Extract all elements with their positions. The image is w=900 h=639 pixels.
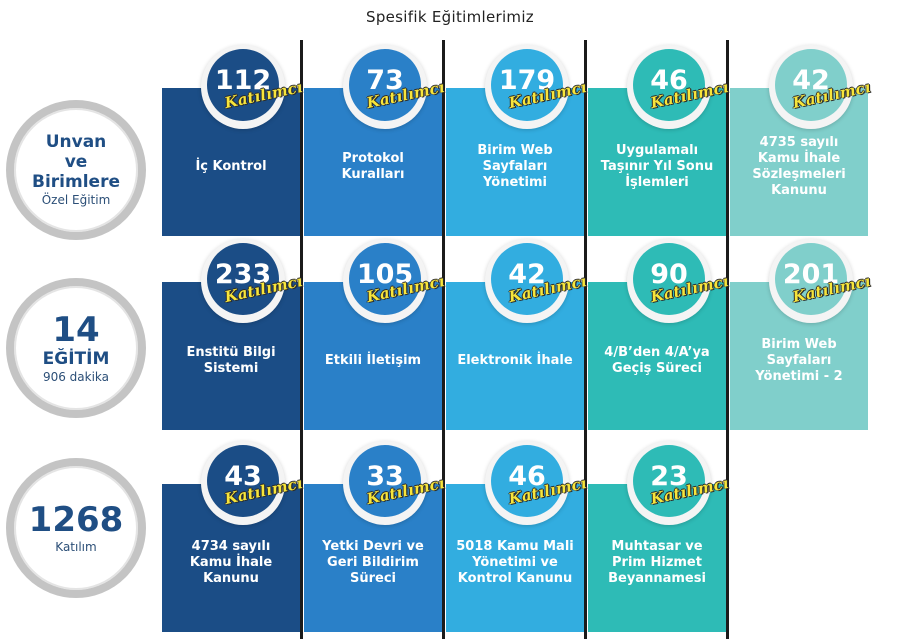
training-title: 5018 Kamu Mali Yönetimi ve Kontrol Kanun…: [456, 539, 574, 586]
participant-count: 73: [366, 64, 404, 96]
training-title: Elektronik İhale: [457, 353, 573, 368]
training-title: Yetki Devri ve Geri Bildirim Süreci: [322, 539, 424, 586]
summary-line: 14: [52, 310, 100, 350]
training-title: 4735 sayılı Kamu İhale Sözleşmeleri Kanu…: [752, 135, 846, 198]
participant-count: 46: [508, 460, 546, 492]
training-title: Etkili İletişim: [324, 353, 422, 368]
participant-count-badge: 46: [627, 45, 711, 129]
participant-count: 233: [214, 258, 272, 290]
summary-circle: 1268 Katılım: [6, 458, 146, 598]
participant-count: 179: [498, 64, 556, 96]
summary-subtitle: Özel Eğitim: [41, 193, 111, 207]
summary-subtitle: 906 dakika: [42, 370, 110, 384]
count-circle: 42: [491, 243, 563, 315]
participant-count-badge: 43: [201, 441, 285, 525]
training-title: Birim Web Sayfaları Yönetimi - 2: [755, 337, 843, 384]
training-title: Uygulamalı Taşınır Yıl Sonu İşlemleri: [600, 143, 714, 190]
count-circle: 90: [633, 243, 705, 315]
summary-line: EĞİTİM: [42, 349, 110, 369]
participant-count-badge: 201: [769, 239, 853, 323]
participant-count: 42: [792, 64, 830, 96]
participant-count-badge: 33: [343, 441, 427, 525]
training-title: İç Kontrol: [195, 159, 267, 174]
training-title: Birim Web Sayfaları Yönetimi: [477, 143, 553, 190]
training-title: Muhtasar ve Prim Hizmet Beyannamesi: [608, 539, 706, 586]
participant-count: 90: [650, 258, 688, 290]
participant-count-badge: 112: [201, 45, 285, 129]
participant-count: 33: [366, 460, 404, 492]
count-circle: 233: [207, 243, 279, 315]
summary-line: 1268: [28, 500, 124, 540]
column-divider: [726, 40, 729, 639]
summary-line: Birimlere: [32, 172, 120, 192]
participant-count: 42: [508, 258, 546, 290]
column-divider: [300, 40, 303, 639]
count-circle: 43: [207, 445, 279, 517]
participant-count: 43: [224, 460, 262, 492]
participant-count-badge: 179: [485, 45, 569, 129]
column-divider: [584, 40, 587, 639]
participant-count: 23: [650, 460, 688, 492]
participant-count-badge: 233: [201, 239, 285, 323]
count-circle: 33: [349, 445, 421, 517]
training-title: Enstitü Bilgi Sistemi: [186, 345, 276, 376]
summary-subtitle: Katılım: [55, 540, 97, 554]
participant-count: 201: [782, 258, 840, 290]
count-circle: 201: [775, 243, 847, 315]
summary-circle: 14 EĞİTİM 906 dakika: [6, 278, 146, 418]
count-circle: 23: [633, 445, 705, 517]
count-circle: 46: [491, 445, 563, 517]
training-title: 4/B’den 4/A’ya Geçiş Süreci: [604, 345, 710, 376]
participant-count-badge: 90: [627, 239, 711, 323]
count-circle: 179: [491, 49, 563, 121]
training-card[interactable]: 4734 sayılı Kamu İhale Kanunu: [162, 484, 300, 632]
page-title: Spesifik Eğitimlerimiz: [366, 8, 534, 26]
summary-line: Unvan: [45, 132, 107, 152]
summary-line: ve: [64, 152, 88, 172]
participant-count-badge: 23: [627, 441, 711, 525]
count-circle: 46: [633, 49, 705, 121]
participant-count-badge: 105: [343, 239, 427, 323]
participant-count-badge: 42: [485, 239, 569, 323]
participant-count-badge: 46: [485, 441, 569, 525]
column-divider: [442, 40, 445, 639]
participant-count: 112: [214, 64, 272, 96]
training-title: 4734 sayılı Kamu İhale Kanunu: [189, 539, 273, 586]
count-circle: 105: [349, 243, 421, 315]
count-circle: 73: [349, 49, 421, 121]
participant-count-badge: 42: [769, 45, 853, 129]
count-circle: 42: [775, 49, 847, 121]
summary-circle: Unvan ve Birimlere Özel Eğitim: [6, 100, 146, 240]
training-card[interactable]: 5018 Kamu Mali Yönetimi ve Kontrol Kanun…: [446, 484, 584, 632]
count-circle: 112: [207, 49, 279, 121]
participant-count: 46: [650, 64, 688, 96]
training-title: Protokol Kuralları: [341, 151, 405, 182]
participant-count: 105: [356, 258, 414, 290]
training-card[interactable]: Muhtasar ve Prim Hizmet Beyannamesi: [588, 484, 726, 632]
participant-count-badge: 73: [343, 45, 427, 129]
